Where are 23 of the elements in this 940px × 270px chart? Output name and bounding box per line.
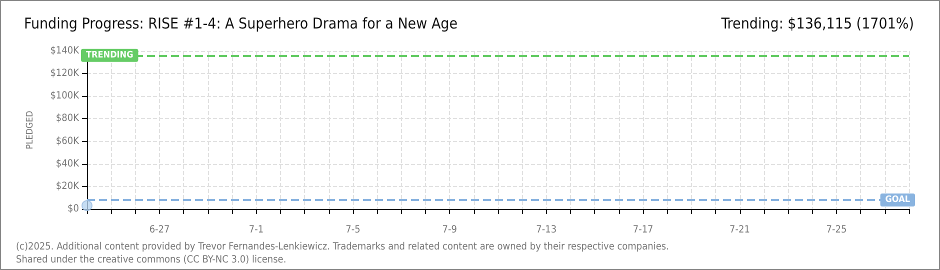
y-tick-label: $20K — [56, 180, 80, 192]
y-tick-label: $140K — [50, 46, 80, 56]
x-tick-label: 7-9 — [442, 224, 458, 236]
y-axis-title: PLEDGED — [26, 110, 36, 150]
x-tick-label: 7-25 — [826, 224, 847, 236]
y-tick-label: $60K — [56, 136, 80, 147]
y-tick-label: $80K — [56, 113, 80, 124]
chart-subtitle: Trending: $136,115 (1701%) — [720, 14, 914, 32]
y-tick-label: $100K — [50, 90, 80, 102]
y-tick-label: $0 — [68, 204, 80, 214]
x-tick-label: 6-27 — [149, 224, 170, 236]
y-tick-label: $120K — [50, 68, 80, 80]
text: Shared under the creative commons (CC BY-NC 3.0) license. — [16, 254, 286, 266]
x-tick-label: 7-13 — [536, 224, 557, 236]
x-tick-label: 7-1 — [248, 224, 264, 236]
x-tick-label: 7-17 — [632, 224, 654, 236]
x-tick-label: 7-5 — [346, 224, 360, 236]
x-tick-label: 7-21 — [730, 224, 750, 236]
text: (c)2025. Additional content provided by Trevor Fernandes-Lenkiewicz. Trademarks and related content are owned by their respective companies. — [16, 242, 669, 252]
ref-line-label: GOAL — [885, 194, 910, 205]
y-tick-label: $40K — [56, 158, 80, 170]
chart-title: Funding Progress: RISE #1-4: A Superhero Drama for a New Age — [24, 14, 458, 32]
ref-line-label: TRENDING — [86, 50, 134, 60]
